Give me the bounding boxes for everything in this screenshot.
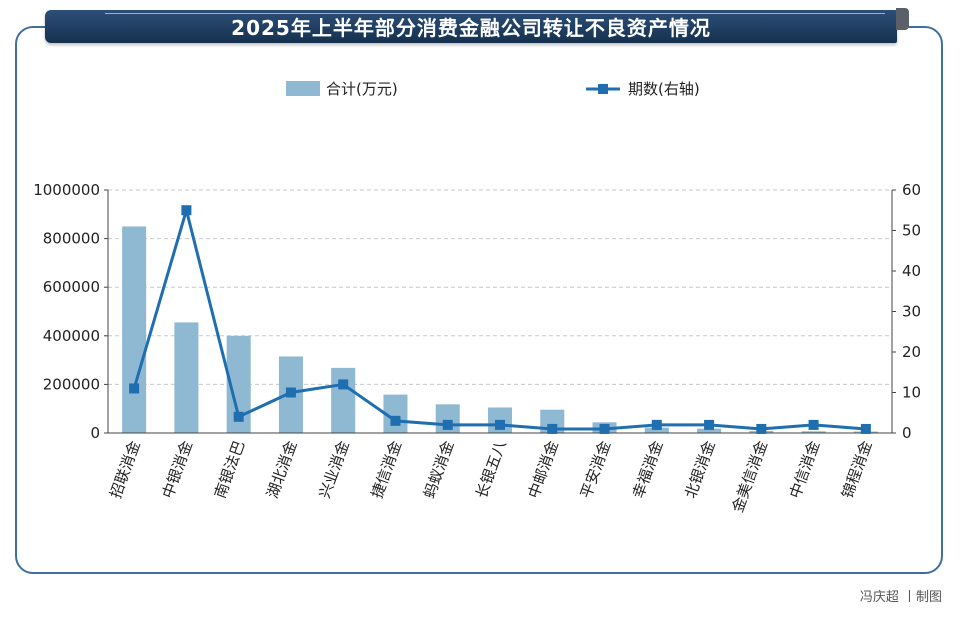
banner-highlight: [105, 13, 885, 14]
legend-line-marker: [598, 84, 608, 94]
right-tick-label: 40: [902, 262, 921, 280]
category-label: 捷信消金: [368, 438, 405, 501]
category-label: 招联消金: [106, 438, 143, 501]
left-tick-label: 800000: [43, 230, 100, 248]
line-point: [704, 419, 715, 430]
line-point: [860, 423, 871, 434]
legend-bar-swatch: [286, 81, 320, 96]
line-point: [442, 419, 453, 430]
right-tick-label: 60: [902, 181, 921, 199]
category-label: 兴业消金: [316, 438, 353, 501]
line-point: [599, 423, 610, 434]
bar: [122, 226, 147, 433]
category-label: 中银消金: [159, 438, 196, 501]
right-tick-label: 0: [902, 424, 912, 442]
line-point: [233, 411, 244, 422]
line-point: [495, 419, 505, 430]
banner-tab: [896, 8, 909, 30]
bar: [801, 431, 826, 433]
category-label: 中信消金: [786, 438, 823, 501]
category-label: 平安消金: [577, 438, 614, 501]
bar: [697, 428, 722, 433]
category-label: 中邮消金: [525, 438, 562, 501]
category-label: 幸福消金: [629, 438, 666, 501]
category-label: 金美信消金: [729, 438, 772, 515]
right-tick-label: 10: [902, 384, 921, 402]
line-point: [390, 415, 401, 426]
bar: [174, 322, 199, 433]
bar: [644, 427, 669, 433]
left-tick-label: 1000000: [33, 181, 100, 199]
legend-line-label: 期数(右轴): [628, 80, 700, 98]
category-label: 蚂蚁消金: [420, 438, 457, 501]
left-tick-label: 400000: [43, 327, 100, 345]
credit-text: 冯庆超 丨制图: [859, 590, 942, 605]
chart-title: 2025年上半年部分消费金融公司转让不良资产情况: [231, 16, 711, 40]
right-tick-label: 50: [902, 222, 921, 240]
left-tick-label: 600000: [43, 278, 100, 296]
category-label: 南银法巴: [211, 438, 248, 501]
category-label: 北银消金: [681, 438, 718, 501]
line-point: [129, 383, 140, 394]
chart-panel: [15, 26, 943, 574]
line-point: [181, 205, 192, 216]
title-banner: 2025年上半年部分消费金融公司转让不良资产情况: [45, 10, 897, 43]
line-point: [285, 387, 296, 398]
line-point: [808, 419, 819, 430]
legend-bar-label: 合计(万元): [326, 80, 398, 98]
left-tick-label: 0: [90, 424, 100, 442]
category-label: 锦程消金: [838, 438, 875, 501]
left-tick-label: 200000: [43, 375, 100, 393]
line-point: [547, 423, 558, 434]
line-point: [338, 379, 349, 390]
category-label: 长银五八: [472, 438, 509, 501]
line-point: [756, 423, 767, 434]
category-label: 湖北消金: [263, 438, 300, 501]
right-tick-label: 20: [902, 343, 921, 361]
bar: [331, 367, 356, 433]
right-tick-label: 30: [902, 303, 921, 321]
line-point: [651, 419, 662, 430]
